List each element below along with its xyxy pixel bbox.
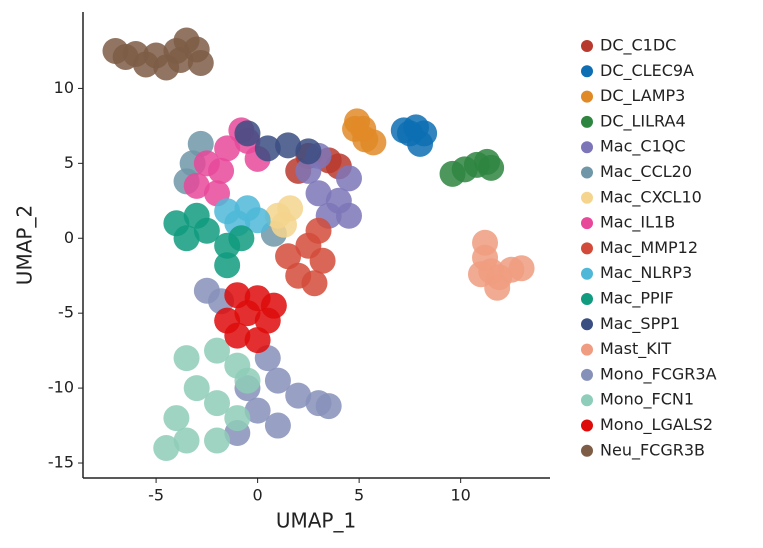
point: [335, 202, 362, 229]
point: [260, 292, 287, 319]
point: [224, 405, 251, 432]
legend-key: [581, 267, 593, 280]
legend-key: [581, 191, 593, 204]
point: [183, 375, 210, 402]
point: [315, 393, 342, 420]
point: [234, 300, 261, 327]
point: [214, 135, 241, 162]
y-tick-label: -5: [58, 303, 74, 322]
y-tick-label: 5: [64, 153, 74, 172]
legend-label: Mac_IL1B: [600, 213, 675, 233]
point: [478, 154, 505, 181]
legend-key: [581, 394, 593, 407]
x-tick-label: 5: [354, 486, 364, 505]
point: [264, 367, 291, 394]
point: [275, 132, 302, 159]
x-tick-label: 10: [450, 486, 470, 505]
legend-label: Mac_CCL20: [600, 162, 692, 182]
legend-key: [581, 242, 593, 255]
legend-key: [581, 368, 593, 381]
legend-label: Mac_SPP1: [600, 314, 680, 334]
point: [208, 157, 235, 184]
legend-key: [581, 343, 593, 356]
point: [396, 120, 423, 147]
point: [244, 397, 271, 424]
point: [271, 211, 298, 238]
legend-key: [581, 40, 593, 52]
point: [335, 165, 362, 192]
point: [467, 261, 494, 288]
point: [305, 217, 332, 244]
y-tick-label: -15: [48, 453, 74, 472]
legend-key: [581, 444, 593, 457]
point: [244, 327, 271, 354]
point: [173, 427, 200, 454]
legend-label: Mac_NLRP3: [600, 263, 692, 283]
legend-key: [581, 65, 593, 78]
point: [295, 138, 322, 165]
legend-key: [581, 419, 593, 432]
y-axis-label: UMAP_2: [13, 205, 37, 285]
legend-key: [581, 293, 593, 305]
point: [508, 255, 535, 282]
point: [305, 180, 332, 207]
legend-label: Mac_PPIF: [600, 289, 674, 309]
point: [173, 225, 200, 252]
y-tick-label: 10: [54, 78, 74, 97]
y-tick-label: -10: [48, 378, 74, 397]
legend-key: [581, 90, 593, 103]
legend-key: [581, 115, 593, 128]
point: [224, 322, 251, 349]
point: [342, 115, 369, 142]
point: [285, 382, 312, 409]
legend-label: Mac_CXCL10: [600, 187, 702, 207]
legend-label: DC_LILRA4: [600, 111, 686, 131]
x-tick-label: -5: [148, 486, 164, 505]
point: [228, 225, 255, 252]
point: [183, 172, 210, 199]
point: [234, 120, 261, 147]
point: [173, 345, 200, 372]
x-axis-label: UMAP_1: [276, 509, 356, 533]
point: [204, 337, 231, 364]
point: [204, 390, 231, 417]
point: [204, 427, 231, 454]
legend-label: Mono_FCGR3A: [600, 364, 717, 384]
point: [275, 243, 302, 270]
legend-label: DC_C1DC: [600, 36, 676, 56]
legend-label: Neu_FCGR3B: [600, 440, 705, 460]
point: [163, 405, 190, 432]
legend-label: Mac_C1QC: [600, 137, 686, 157]
point: [193, 217, 220, 244]
legend-label: Mac_MMP12: [600, 238, 698, 258]
legend-label: Mono_FCN1: [600, 390, 694, 410]
legend-key: [581, 166, 593, 179]
point: [309, 247, 336, 274]
point: [167, 46, 194, 73]
point: [214, 252, 241, 279]
x-tick-label: 0: [253, 486, 263, 505]
legend-key: [581, 318, 593, 331]
point: [187, 49, 214, 76]
point: [112, 43, 139, 70]
point: [264, 412, 291, 439]
point: [234, 367, 261, 394]
point: [132, 51, 159, 78]
legend-label: DC_CLEC9A: [600, 61, 694, 81]
legend-key: [581, 217, 593, 230]
point: [301, 270, 328, 297]
point: [153, 435, 180, 462]
point: [360, 129, 387, 156]
legend-key: [581, 141, 593, 154]
legend-label: Mast_KIT: [600, 339, 671, 359]
legend-label: Mono_LGALS2: [600, 415, 713, 435]
y-tick-label: 0: [64, 228, 74, 247]
point: [244, 207, 271, 234]
point: [254, 135, 281, 162]
legend-label: DC_LAMP3: [600, 86, 685, 106]
